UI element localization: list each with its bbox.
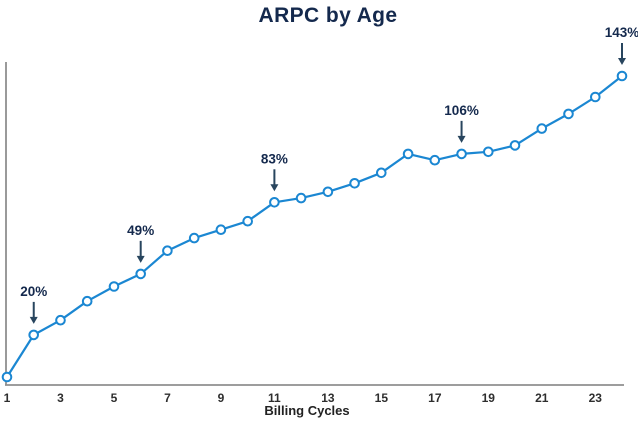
x-tick-label: 19	[482, 391, 496, 405]
chart-title: ARPC by Age	[258, 4, 398, 27]
data-point-marker	[456, 148, 467, 160]
data-point-marker	[376, 167, 387, 179]
data-point-marker	[509, 140, 521, 151]
x-tick-label: 11	[268, 391, 281, 405]
annotation-arrowhead	[29, 316, 38, 324]
annotation-arrowhead	[618, 57, 626, 65]
data-point-marker	[483, 146, 494, 158]
x-tick-label: 23	[589, 391, 603, 405]
data-point-marker	[616, 70, 628, 82]
data-point-marker	[1, 371, 13, 383]
annotation-label: 49%	[127, 223, 154, 238]
annotation-label: 143%	[605, 25, 638, 40]
annotation-arrowhead	[457, 135, 466, 143]
annotation-label: 106%	[444, 103, 479, 118]
data-point-marker	[590, 91, 601, 103]
annotation-arrowhead	[270, 184, 279, 192]
x-tick-label: 5	[111, 391, 118, 405]
x-tick-label: 21	[535, 391, 549, 405]
data-point-marker	[322, 186, 334, 198]
x-tick-label: 1	[4, 391, 11, 405]
x-tick-label: 13	[321, 391, 335, 405]
data-point-marker	[242, 215, 253, 227]
data-point-marker	[402, 148, 414, 160]
x-tick-label: 7	[164, 391, 171, 405]
data-point-marker	[563, 108, 574, 120]
data-point-marker	[269, 197, 280, 208]
series-line	[5, 74, 624, 379]
data-point-marker	[188, 232, 200, 244]
x-tick-label: 9	[218, 391, 225, 405]
data-point-marker	[536, 123, 548, 134]
annotation-label: 83%	[261, 151, 288, 166]
x-axis-label: Billing Cycles	[264, 403, 350, 418]
data-point-marker	[162, 245, 173, 256]
x-tick-label: 17	[428, 391, 442, 405]
data-point-marker	[349, 178, 360, 189]
x-tick-label: 3	[57, 391, 64, 405]
data-point-marker	[215, 224, 227, 235]
annotation-label: 20%	[20, 284, 47, 299]
x-tick-label: 15	[375, 391, 389, 405]
data-point-marker	[81, 295, 93, 307]
data-point-marker	[135, 268, 146, 280]
data-point-marker	[28, 329, 40, 341]
annotation-arrowhead	[136, 255, 145, 263]
data-point-marker	[108, 281, 120, 292]
data-point-marker	[295, 192, 307, 204]
data-point-marker	[55, 314, 66, 326]
data-point-marker	[429, 154, 441, 166]
